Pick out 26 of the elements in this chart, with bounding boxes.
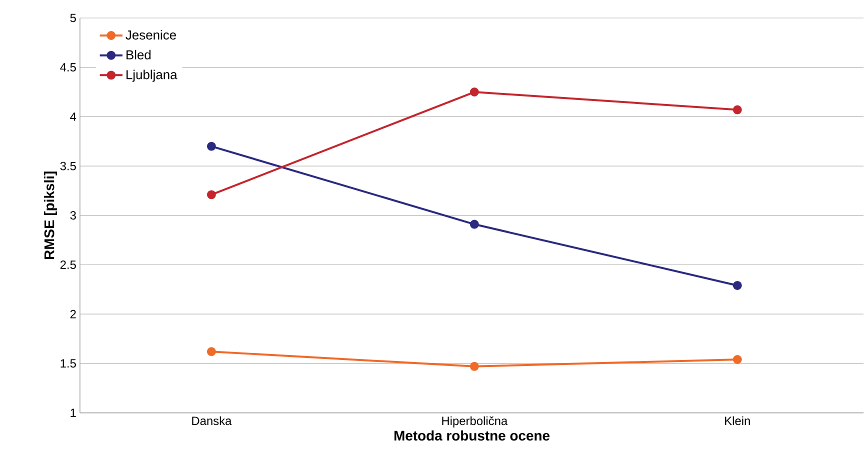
x-tick-label: Danska — [192, 416, 232, 426]
y-tick-label: 2.5 — [60, 260, 76, 270]
y-tick-label: 1 — [70, 408, 76, 418]
y-tick-label: 3.5 — [60, 162, 76, 170]
y-axis-title: RMSE [piksli] — [44, 172, 57, 260]
legend-label: Bled — [126, 50, 151, 60]
point — [470, 220, 479, 229]
y-tick-label: 4.5 — [60, 63, 76, 72]
point — [206, 142, 216, 151]
y-tick-label: 5 — [70, 14, 76, 22]
point — [206, 190, 216, 200]
legend-label: Jesenice — [126, 30, 176, 40]
point — [206, 347, 216, 356]
point — [470, 362, 479, 372]
x-tick-label: Klein — [725, 416, 750, 426]
point — [732, 355, 742, 364]
y-tick-label: 1.5 — [60, 359, 76, 368]
x-axis-title: Metoda robustne ocene — [394, 430, 550, 441]
y-tick-label: 2 — [70, 310, 76, 318]
x-tick-label: Hiperbolična — [442, 416, 508, 428]
y-tick-label: 4 — [70, 112, 76, 121]
point — [470, 88, 479, 97]
point — [732, 281, 742, 290]
y-tick-label: 3 — [70, 211, 76, 220]
legend-label: Ljubljana — [126, 70, 178, 82]
point — [732, 105, 742, 114]
